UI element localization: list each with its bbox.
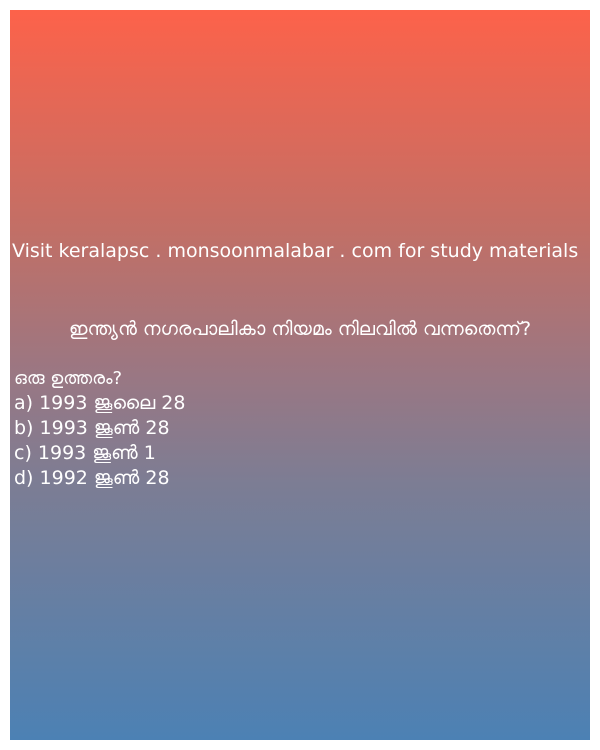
option-c[interactable]: c) 1993 ജൂൺ 1: [14, 442, 156, 464]
option-d[interactable]: d) 1992 ജൂൺ 28: [14, 467, 170, 489]
question-text: ഇന്ത്യൻ നഗരപാലികാ നിയമം നിലവിൽ വന്നതെന്ന…: [68, 318, 532, 340]
answer-prompt: ഒരു ഉത്തരം​​?: [14, 368, 123, 389]
option-b[interactable]: b) 1993 ജൂൺ 28: [14, 417, 170, 439]
site-promo-text: Visit keralapsc . monsoonmalabar . com f…: [12, 240, 579, 262]
question-card: Visit keralapsc . monsoonmalabar . com f…: [10, 10, 590, 740]
option-a[interactable]: a) 1993 ജൂലൈ 28: [14, 392, 186, 414]
options-list: a) 1993 ജൂലൈ 28 b) 1993 ജൂൺ 28 c) 1993 ജ…: [14, 391, 185, 491]
